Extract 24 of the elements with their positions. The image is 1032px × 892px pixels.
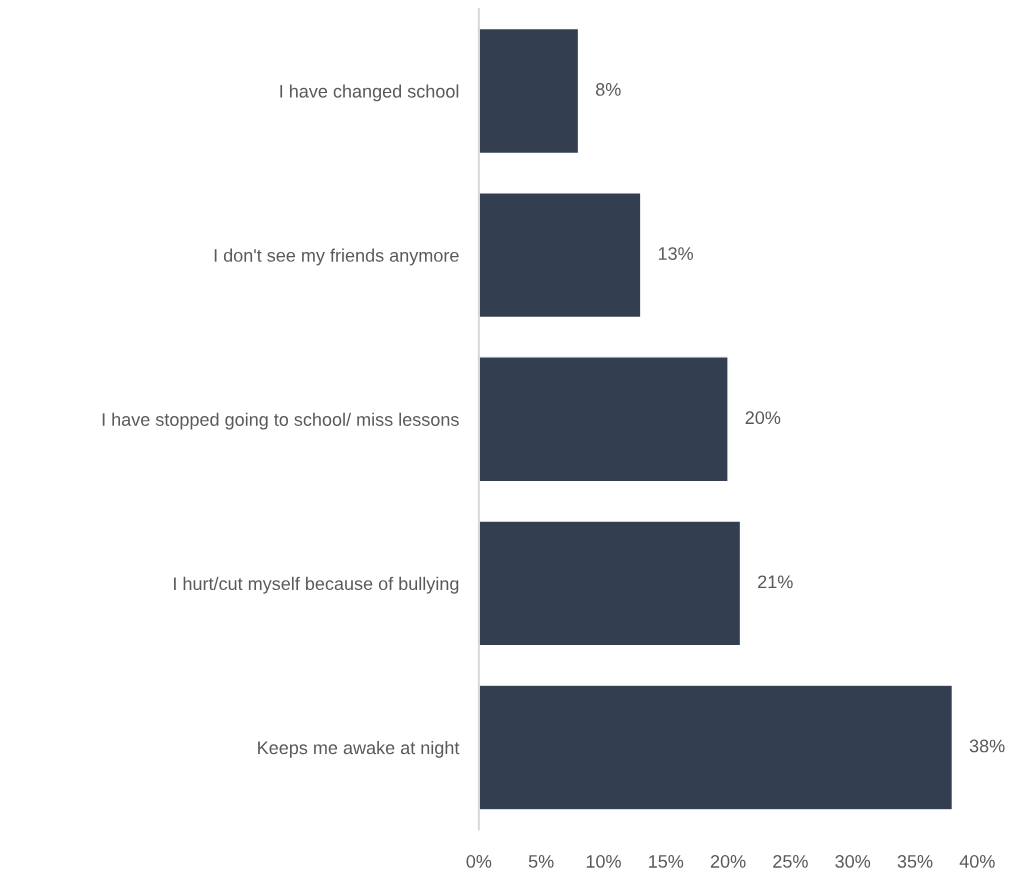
data-label: 21%: [758, 575, 793, 589]
y-tick-label: I don't see my friends anymore: [214, 248, 459, 266]
y-tick-label: I have changed school: [280, 84, 459, 102]
x-tick-label: 15%: [649, 855, 684, 868]
data-label: 8%: [595, 83, 621, 96]
x-tick-label: 35%: [897, 855, 933, 868]
y-tick-label: I hurt/cut myself because of bullying: [174, 576, 459, 594]
x-tick-label: 40%: [959, 855, 995, 868]
y-tick-label: I have stopped going to school/ miss lessons: [102, 412, 459, 430]
data-label: 13%: [658, 247, 694, 260]
bar: [478, 356, 729, 483]
y-tick-label: Keeps me awake at night: [258, 740, 460, 758]
bar: [478, 520, 742, 647]
x-tick-label: 30%: [835, 855, 871, 868]
bar: [478, 684, 954, 811]
x-tick-label: 10%: [586, 855, 621, 868]
x-tick-label: 0%: [466, 855, 492, 868]
x-tick-label: 25%: [773, 855, 808, 868]
data-label: 20%: [745, 411, 781, 425]
x-tick-label: 5%: [528, 855, 554, 868]
bar: [478, 27, 580, 155]
x-tick-label: 20%: [710, 855, 746, 868]
data-label: 38%: [969, 739, 1005, 753]
bar: [478, 192, 642, 319]
